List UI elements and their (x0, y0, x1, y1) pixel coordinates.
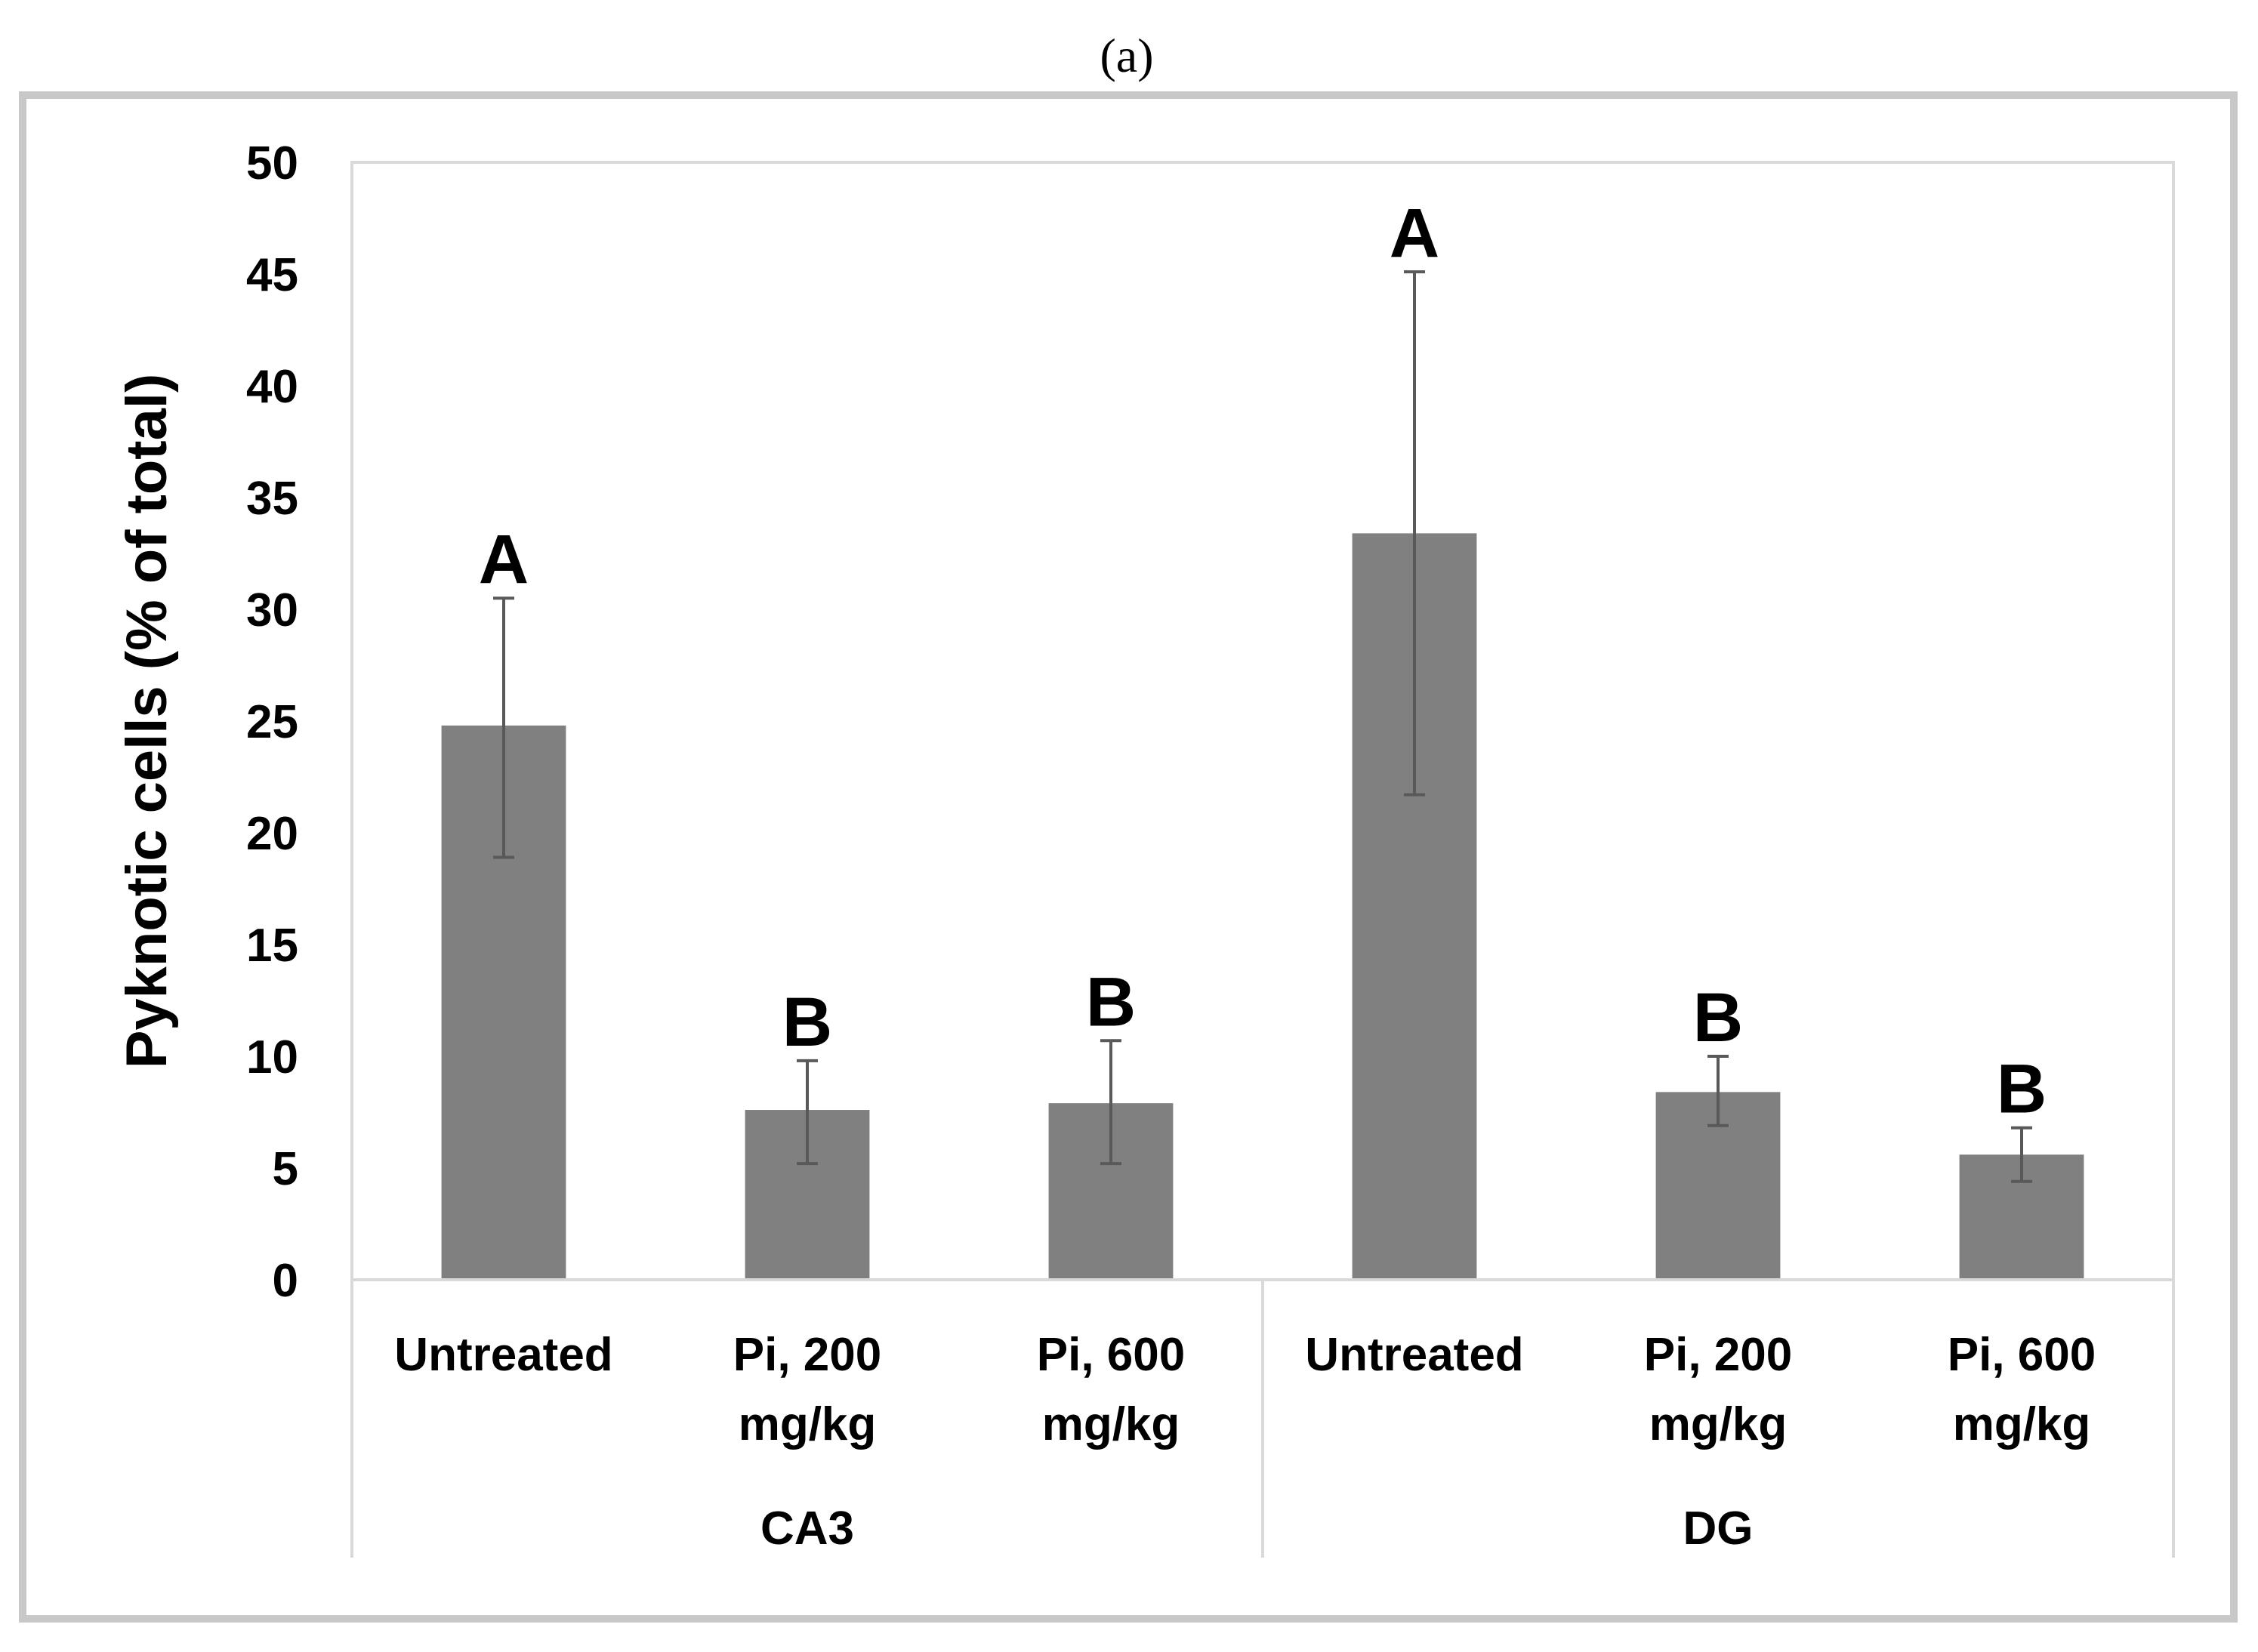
error-bar (1404, 270, 1425, 797)
significance-label: A (1390, 195, 1439, 272)
y-tick-label: 35 (246, 473, 298, 525)
y-tick-label: 25 (246, 696, 298, 748)
significance-label: B (1997, 1051, 2047, 1128)
y-axis-title: Pyknotic cells (% of total) (115, 374, 179, 1069)
x-category-label: Untreated (1305, 1329, 1523, 1381)
y-tick-label: 0 (273, 1255, 298, 1307)
x-category-label: Pi, 200 (1644, 1329, 1792, 1381)
y-tick-label: 50 (246, 137, 298, 190)
x-category-label: Pi, 600 (1948, 1329, 2096, 1381)
x-group-label: DG (1683, 1503, 1754, 1555)
y-tick-label: 10 (246, 1031, 298, 1083)
y-tick-label: 30 (246, 584, 298, 636)
error-bar (1100, 1039, 1121, 1166)
plot-area (350, 161, 2175, 1281)
significance-label: B (1086, 963, 1136, 1040)
bars-layer: A B B A B B (441, 195, 2084, 1280)
y-tick-label: 20 (246, 808, 298, 860)
x-group-label: CA3 (760, 1503, 854, 1555)
error-bar (493, 596, 514, 859)
significance-label: B (1693, 979, 1743, 1056)
y-tick-label: 45 (246, 249, 298, 301)
significance-label: A (479, 521, 529, 598)
x-category-label: mg/kg (739, 1398, 877, 1450)
x-category-label: Pi, 600 (1037, 1329, 1185, 1381)
y-tick-label: 15 (246, 920, 298, 972)
x-category-label: mg/kg (1953, 1398, 2091, 1450)
x-axis-layer: Untreated Pi, 200 mg/kg Pi, 600 mg/kg Untreat… (350, 1278, 2175, 1558)
x-category-label: mg/kg (1042, 1398, 1180, 1450)
y-axis-ticks: 0 5 10 15 20 25 30 35 40 45 50 (246, 137, 298, 1307)
error-bar (2011, 1126, 2032, 1183)
y-tick-label: 5 (273, 1143, 298, 1195)
significance-label: B (782, 984, 832, 1061)
error-bar (1707, 1055, 1729, 1127)
x-category-label: Untreated (394, 1329, 612, 1381)
error-bar (797, 1059, 818, 1166)
panel-label: (a) (1100, 29, 1153, 82)
x-category-label: Pi, 200 (733, 1329, 881, 1381)
y-tick-label: 40 (246, 361, 298, 413)
x-category-label: mg/kg (1649, 1398, 1788, 1450)
